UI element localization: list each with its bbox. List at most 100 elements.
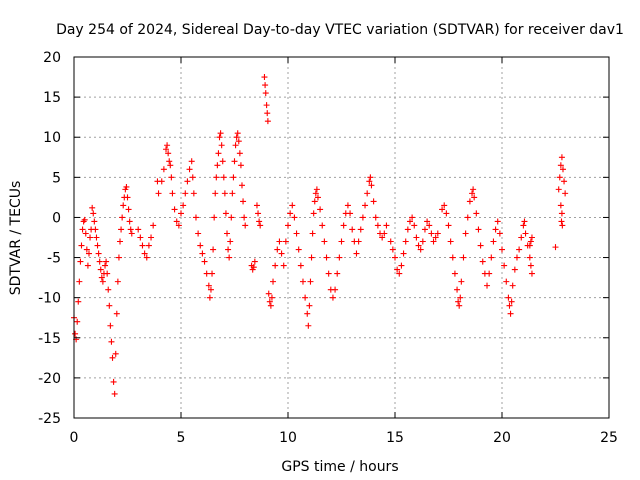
data-point — [188, 158, 195, 165]
data-point — [102, 262, 109, 269]
data-point — [558, 210, 565, 217]
data-point — [443, 210, 450, 217]
data-point — [216, 134, 223, 141]
data-point — [155, 190, 162, 197]
data-point — [182, 190, 189, 197]
data-point — [357, 226, 364, 233]
data-point — [528, 234, 535, 241]
data-point — [104, 270, 111, 277]
data-point — [143, 254, 150, 261]
data-point — [178, 210, 184, 217]
data-point — [424, 218, 431, 225]
data-point — [475, 226, 482, 233]
data-point — [421, 226, 428, 233]
data-point — [306, 302, 313, 309]
x-tick-label: 25 — [600, 430, 618, 446]
data-point — [527, 238, 534, 245]
data-point — [464, 214, 471, 221]
data-point — [307, 278, 314, 285]
data-point — [496, 230, 503, 237]
data-point — [265, 290, 272, 297]
data-point — [508, 298, 515, 305]
y-tick-label: 15 — [43, 90, 61, 106]
y-tick-labels: -25 -20 -15 -10 -5 0 5 10 15 20 — [38, 50, 61, 427]
data-point — [192, 214, 199, 221]
data-point — [528, 270, 535, 277]
data-point — [470, 186, 477, 193]
data-point — [287, 210, 294, 217]
data-point — [164, 142, 171, 149]
x-tick-label: 15 — [386, 430, 404, 446]
data-point — [85, 250, 92, 257]
data-point — [227, 238, 234, 245]
data-point — [158, 178, 165, 185]
y-tick-label: 5 — [52, 170, 61, 186]
data-point — [83, 246, 90, 253]
data-point — [84, 262, 91, 269]
data-point — [112, 350, 119, 357]
data-point — [526, 242, 533, 249]
data-point — [238, 182, 245, 189]
y-tick-label: 10 — [43, 130, 61, 146]
data-point — [394, 266, 401, 273]
data-point — [270, 278, 277, 285]
data-point — [82, 230, 89, 237]
data-point — [240, 198, 247, 205]
data-point — [135, 226, 142, 233]
data-point — [266, 298, 273, 305]
data-point — [222, 210, 229, 217]
data-point — [272, 262, 279, 269]
data-point — [74, 318, 81, 325]
data-point — [387, 238, 394, 245]
data-point — [506, 302, 513, 309]
data-point — [362, 202, 369, 209]
data-point — [166, 158, 173, 165]
data-point — [447, 238, 454, 245]
data-point — [304, 310, 311, 317]
data-point — [471, 194, 478, 201]
data-point — [97, 266, 104, 273]
data-point — [224, 230, 231, 237]
data-point — [458, 278, 465, 285]
data-point — [115, 254, 122, 261]
data-point — [389, 246, 396, 253]
data-point — [127, 226, 134, 233]
data-point — [211, 214, 218, 221]
data-point — [557, 202, 564, 209]
data-point — [313, 186, 320, 193]
data-point — [457, 294, 464, 301]
data-point — [225, 246, 232, 253]
plot-frame — [73, 56, 610, 419]
data-point — [263, 102, 270, 109]
data-point — [268, 294, 275, 301]
data-point — [77, 258, 84, 265]
data-point — [93, 234, 100, 241]
y-tick-label: 0 — [52, 210, 61, 226]
data-point — [406, 218, 413, 225]
data-point — [236, 150, 243, 157]
data-point — [456, 302, 463, 309]
data-point — [230, 174, 237, 181]
data-point — [392, 254, 398, 261]
data-point — [552, 244, 559, 251]
data-point — [492, 226, 499, 233]
data-point — [219, 158, 226, 165]
data-point — [207, 286, 214, 293]
data-point — [308, 254, 315, 261]
y-tick-label: 20 — [43, 50, 61, 66]
data-point — [213, 174, 220, 181]
data-point — [466, 198, 473, 205]
y-tick-label: -25 — [38, 411, 61, 427]
data-point — [505, 294, 512, 301]
data-point — [106, 302, 113, 309]
data-point — [558, 218, 565, 225]
data-point — [274, 246, 281, 253]
data-point — [321, 238, 328, 245]
data-point — [314, 194, 321, 201]
data-point — [511, 266, 518, 273]
data-point — [477, 242, 484, 249]
data-point — [221, 190, 228, 197]
data-point — [210, 246, 217, 253]
data-point — [285, 222, 291, 229]
data-point — [367, 174, 374, 181]
